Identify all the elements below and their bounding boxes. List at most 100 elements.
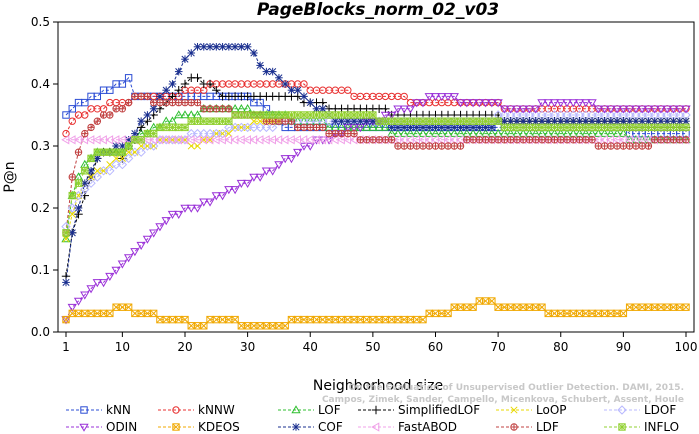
data-point-inflo <box>168 123 177 132</box>
data-point-ldf <box>438 142 446 150</box>
data-point-cof <box>80 179 89 187</box>
data-point-lof <box>374 122 384 131</box>
data-point-inflo <box>519 123 527 132</box>
y-tick-label: 0.4 <box>31 77 50 91</box>
data-point-inflo <box>438 117 446 125</box>
data-point-kdeos <box>362 315 371 324</box>
data-point-knnw <box>344 86 352 94</box>
data-point-knnw <box>68 117 76 125</box>
data-point-inflo <box>81 167 89 175</box>
legend-label: LDOF <box>644 403 676 417</box>
data-point-inflo <box>256 111 264 119</box>
data-point-kdeos <box>106 309 114 318</box>
data-point-inflo <box>369 111 377 119</box>
data-point-inflo <box>175 123 183 132</box>
data-point-odin <box>418 99 428 108</box>
data-point-inflo <box>682 123 690 132</box>
data-point-inflo <box>550 123 559 132</box>
data-point-cof <box>312 105 321 113</box>
data-point-ldf <box>594 142 603 150</box>
data-point-lof <box>405 128 416 137</box>
data-point-ldof <box>136 147 146 157</box>
data-point-inflo <box>394 117 402 125</box>
data-point-odin <box>199 198 209 207</box>
data-point-inflo <box>325 111 333 119</box>
data-point-kdeos <box>513 303 521 311</box>
data-point-inflo <box>632 123 640 132</box>
data-point-simplifiedlof <box>174 86 183 95</box>
data-point-cof <box>306 98 315 107</box>
data-point-odin <box>217 192 228 201</box>
data-point-kdeos <box>663 303 671 311</box>
data-point-ldf <box>619 142 628 150</box>
data-point-odin <box>224 186 234 195</box>
data-point-inflo <box>62 229 70 237</box>
data-point-lof <box>393 128 403 137</box>
legend-item-fastabod: FastABOD <box>358 420 457 434</box>
data-point-inflo <box>638 123 646 132</box>
data-point-kdeos <box>275 322 283 330</box>
data-point-lof <box>418 128 428 137</box>
data-point-odin <box>462 99 472 108</box>
data-point-inflo <box>538 123 546 132</box>
legend-marker-knnw <box>172 406 180 414</box>
data-point-ldf <box>506 136 515 144</box>
data-point-inflo <box>162 123 170 132</box>
data-point-lof <box>599 128 610 137</box>
data-point-ldf <box>369 136 377 144</box>
data-point-ldf <box>450 142 458 150</box>
data-point-ldf <box>187 98 195 107</box>
data-point-odin <box>98 279 109 288</box>
data-point-cof <box>281 80 289 88</box>
data-point-ldf <box>275 117 283 125</box>
data-point-inflo <box>200 117 208 125</box>
data-point-cof <box>268 67 277 76</box>
data-point-odin <box>305 142 315 151</box>
y-tick-label: 0.0 <box>31 325 50 339</box>
data-point-kdeos <box>463 303 471 311</box>
data-point-ldf <box>544 136 552 144</box>
data-point-ldf <box>156 98 164 107</box>
data-point-kdeos <box>425 309 433 318</box>
data-point-knnw <box>62 129 70 138</box>
x-tick-label: 1 <box>62 340 70 354</box>
data-point-odin <box>449 93 459 102</box>
data-point-ldf <box>663 136 671 144</box>
data-point-inflo <box>262 111 271 119</box>
series-points-inflo <box>62 111 690 237</box>
data-point-odin <box>155 223 165 232</box>
data-point-odin <box>675 105 685 114</box>
data-point-inflo <box>387 117 396 125</box>
data-point-inflo <box>112 148 120 156</box>
watermark-line-1: On the Evaluation of Unsupervised Outlie… <box>349 383 684 393</box>
data-point-inflo <box>237 111 246 119</box>
data-point-inflo <box>356 111 365 119</box>
data-point-kdeos <box>682 303 690 311</box>
data-point-odin <box>581 99 591 108</box>
data-point-kdeos <box>387 315 396 324</box>
data-point-inflo <box>406 117 415 125</box>
data-point-ldf <box>319 123 327 132</box>
data-point-inflo <box>143 129 152 138</box>
data-point-ldof <box>224 122 234 133</box>
data-point-ldf <box>607 142 615 150</box>
data-point-lof <box>380 122 391 131</box>
data-point-ldf <box>419 142 427 150</box>
data-point-ldf <box>200 105 208 113</box>
legend-label: ODIN <box>106 420 137 434</box>
data-point-ldof <box>130 147 140 157</box>
plot-lines <box>65 46 686 327</box>
data-point-inflo <box>563 123 571 132</box>
legend-item-kdeos: KDEOS <box>158 420 240 434</box>
data-point-ldf <box>344 129 352 138</box>
plot-frame <box>57 21 695 333</box>
data-point-knn <box>106 86 114 94</box>
data-point-odin <box>568 99 578 108</box>
x-tick-label: 40 <box>303 340 318 354</box>
data-point-kdeos <box>218 315 227 324</box>
data-point-inflo <box>206 117 214 125</box>
chart-title: PageBlocks_norm_02_v03 <box>257 0 499 20</box>
legend-label: SimplifiedLOF <box>398 403 480 417</box>
x-tick-label: 50 <box>365 340 380 354</box>
data-point-ldof <box>67 203 77 213</box>
